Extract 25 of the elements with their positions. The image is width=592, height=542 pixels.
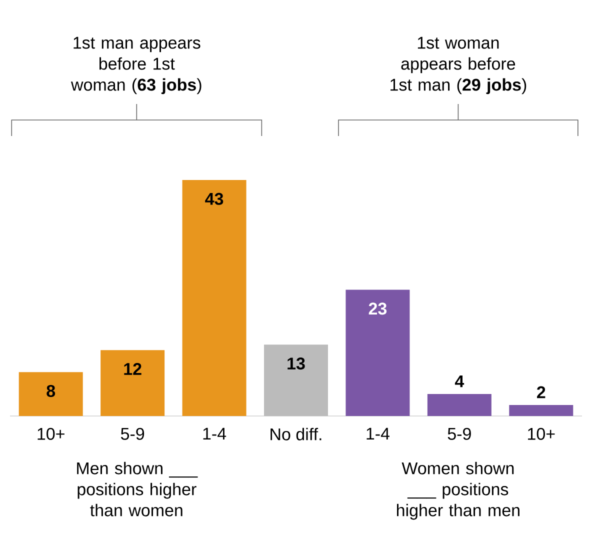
bar: [182, 180, 246, 416]
x-tick-label: 5-9: [120, 428, 144, 440]
x-tick-label: 1-4: [366, 428, 390, 440]
x-tick-label: 10+: [528, 428, 555, 440]
text: 1st man appears before 1st woman (63 jobs): [70, 36, 202, 94]
bar: [427, 394, 492, 416]
x-tick-label: 1-4: [203, 428, 226, 440]
data-label: 8: [46, 384, 56, 398]
data-label: 23: [368, 302, 387, 315]
bar: [509, 405, 574, 416]
bar: [100, 350, 165, 416]
bar: [264, 344, 328, 416]
bar: [346, 290, 410, 416]
text: Women shown ___ positions higher than men: [397, 462, 520, 520]
bar: [18, 372, 83, 416]
x-tick-label: 10+: [38, 428, 64, 440]
data-label: 12: [124, 363, 142, 375]
data-label: 2: [537, 386, 546, 398]
text: 1st woman appears before 1st man (29 jobs): [390, 36, 526, 94]
x-tick-label: No diff.: [270, 428, 322, 440]
x-tick-label: 5-9: [448, 428, 471, 440]
data-label: 13: [288, 358, 305, 370]
text: Men shown ___ positions higher than women: [77, 462, 198, 516]
data-label: 43: [205, 192, 224, 205]
data-label: 4: [454, 375, 464, 388]
